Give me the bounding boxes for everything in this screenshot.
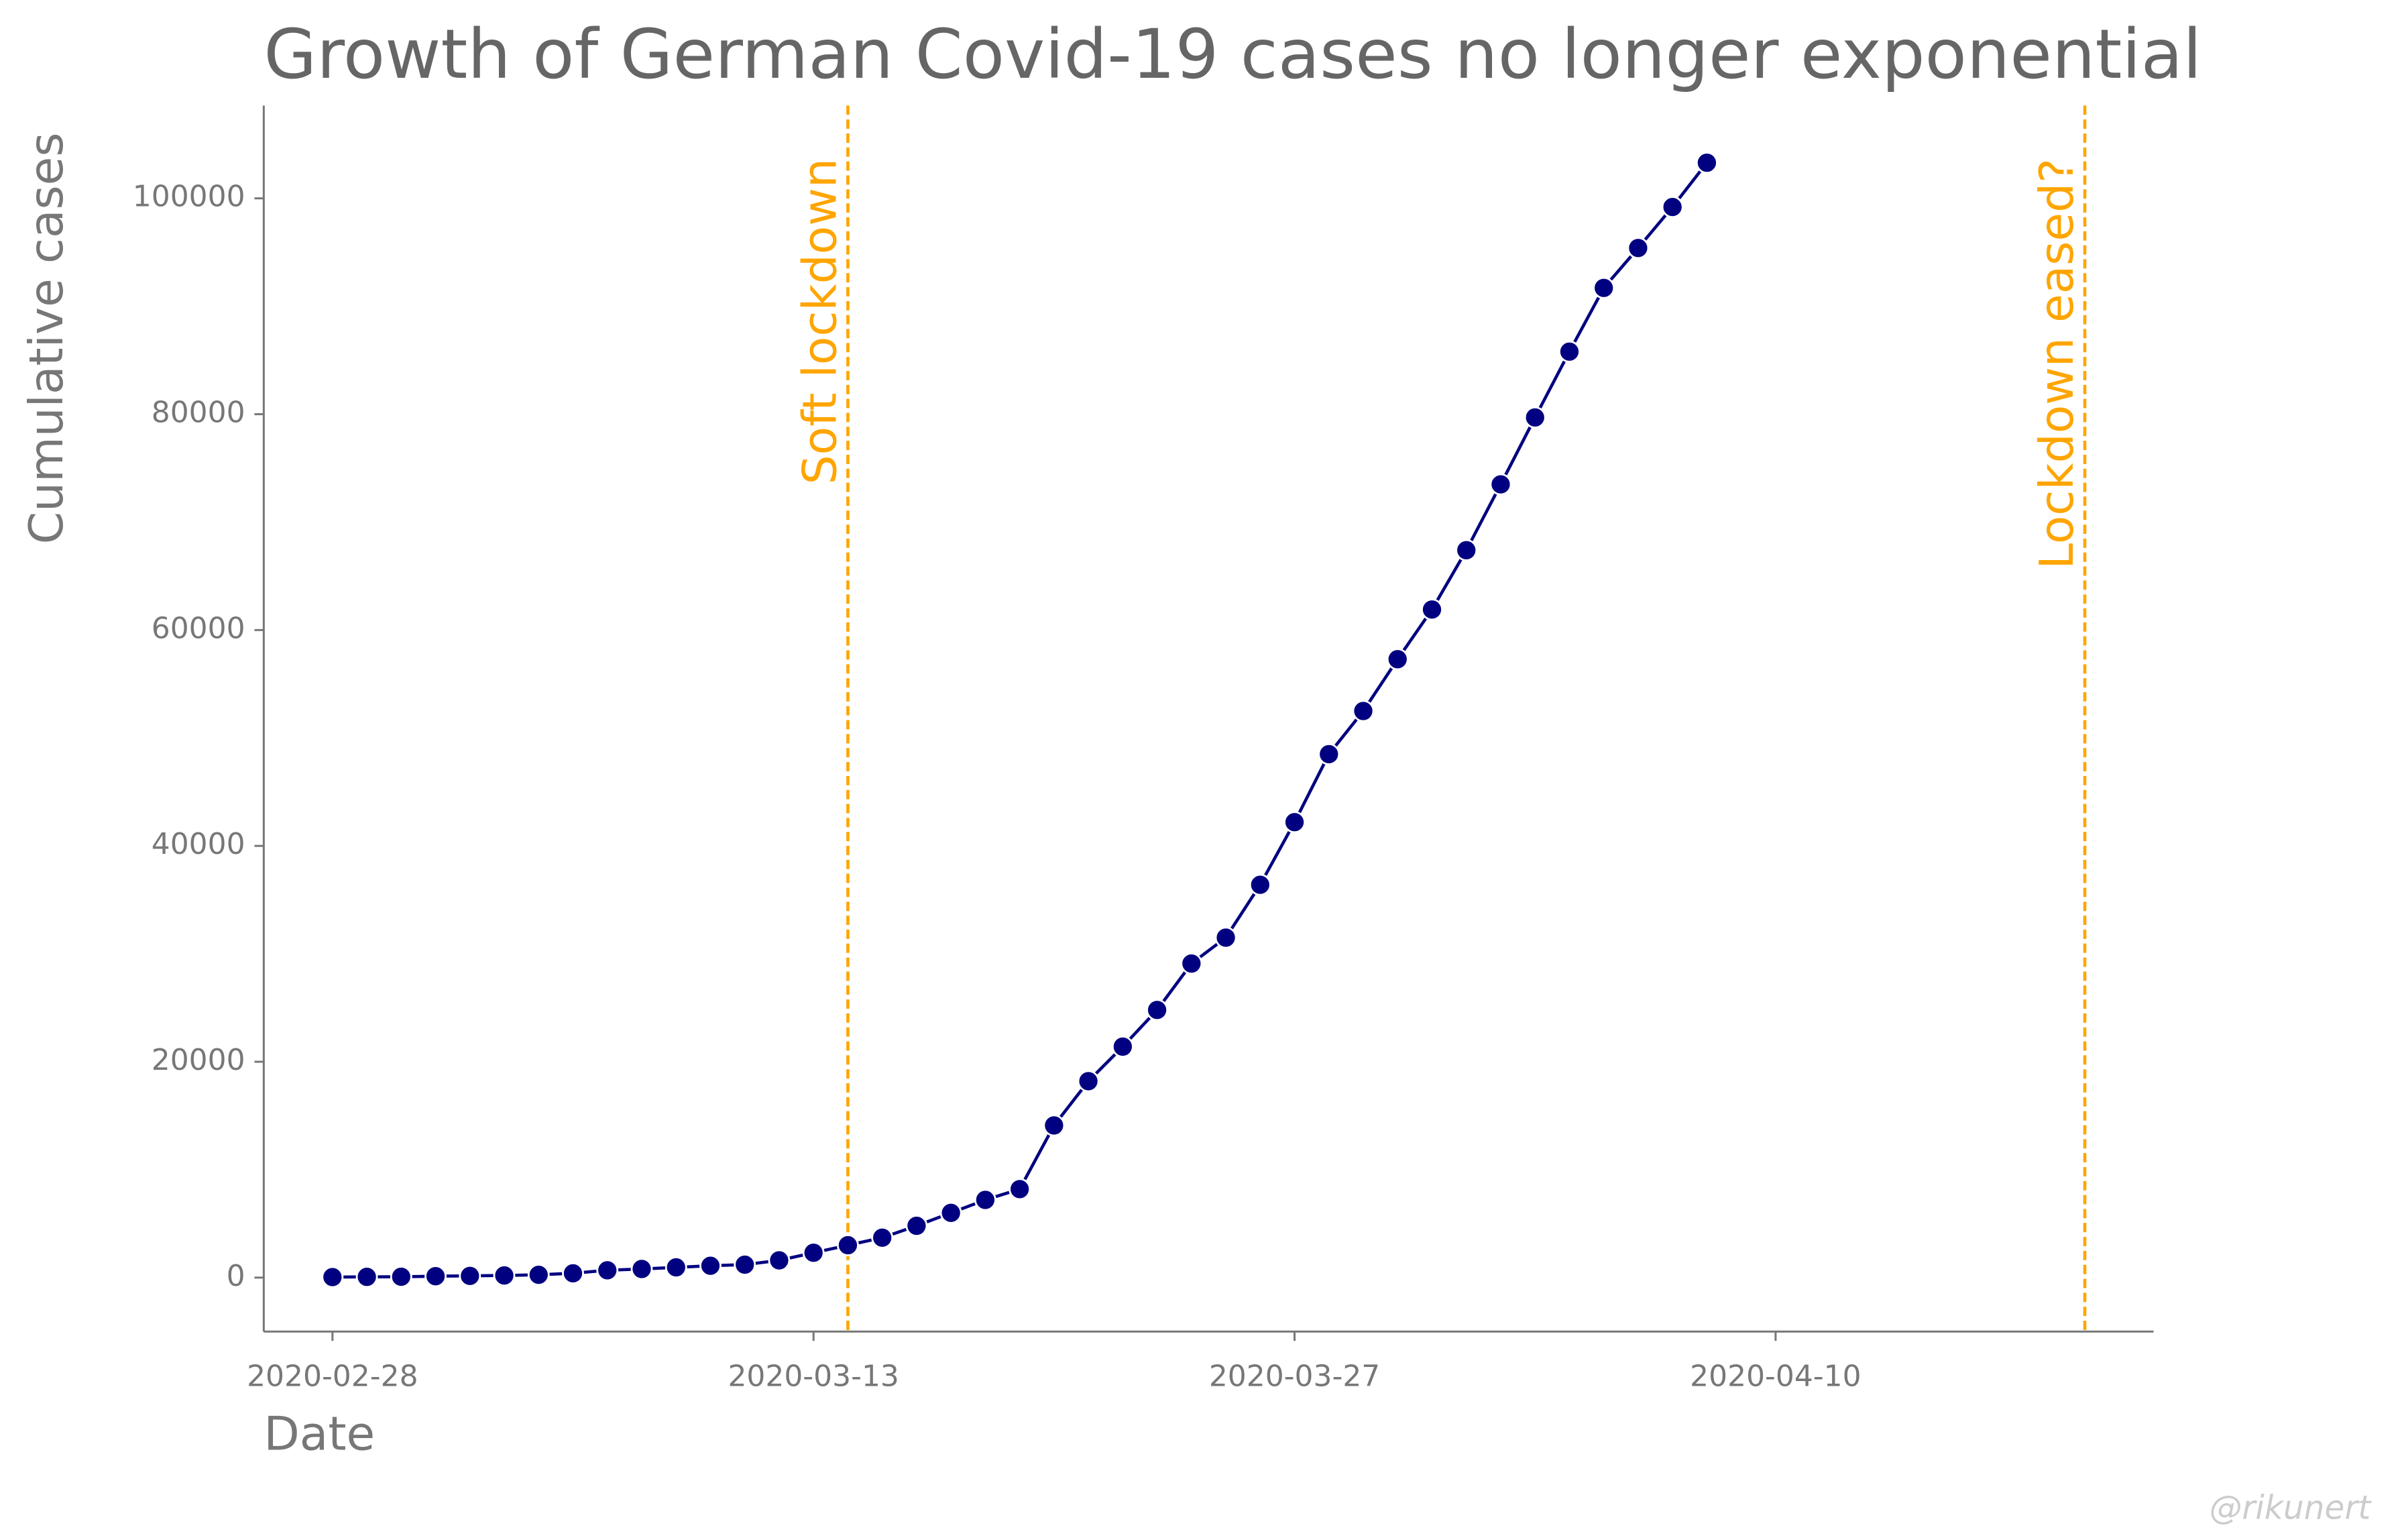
chart-title: Growth of German Covid-19 cases no longe… <box>264 15 2201 95</box>
data-point <box>1146 999 1169 1022</box>
data-point <box>1283 811 1306 834</box>
data-point <box>939 1201 962 1224</box>
x-tick-label: 2020-04-10 <box>1690 1360 1861 1394</box>
data-point <box>1214 926 1237 949</box>
data-point <box>630 1258 653 1280</box>
data-point <box>1627 237 1650 260</box>
data-point <box>1318 742 1340 765</box>
y-tick-label: 20000 <box>152 1043 245 1077</box>
data-point <box>1009 1178 1031 1201</box>
data-point <box>1661 196 1684 219</box>
data-point <box>1386 648 1409 671</box>
y-tick-label: 40000 <box>152 827 245 861</box>
data-point <box>1111 1036 1134 1058</box>
data-point <box>493 1264 516 1287</box>
data-point <box>1695 152 1718 174</box>
data-point <box>1558 340 1581 363</box>
y-tick-label: 100000 <box>133 180 245 214</box>
x-axis-label: Date <box>264 1408 375 1462</box>
data-point <box>836 1234 859 1256</box>
event-label: Soft lockdown <box>793 158 847 484</box>
y-tick-label: 80000 <box>152 396 245 430</box>
data-point <box>321 1266 344 1288</box>
data-point <box>1421 598 1443 621</box>
data-point <box>1524 406 1546 429</box>
data-point <box>1077 1070 1100 1093</box>
data-point <box>974 1189 996 1211</box>
data-point <box>905 1215 928 1237</box>
data-point <box>1455 539 1478 561</box>
data-point <box>1043 1114 1066 1137</box>
y-tick-label: 60000 <box>152 611 245 645</box>
data-point <box>1180 952 1203 975</box>
data-point <box>699 1254 722 1277</box>
data-point <box>596 1259 619 1282</box>
x-tick-label: 2020-03-13 <box>728 1360 899 1394</box>
data-point <box>665 1256 687 1278</box>
x-tick-label: 2020-02-28 <box>247 1360 418 1394</box>
data-point <box>562 1262 584 1284</box>
watermark: @rikunert <box>2210 1489 2372 1527</box>
data-point <box>871 1226 894 1249</box>
data-point <box>459 1264 481 1287</box>
event-label: Lockdown eased? <box>2030 158 2084 569</box>
y-axis-label: Cumulative cases <box>20 132 74 544</box>
series-line <box>332 162 1709 1279</box>
data-point <box>734 1254 756 1276</box>
data-point <box>768 1249 791 1272</box>
data-point <box>355 1266 378 1288</box>
data-point <box>1352 700 1375 722</box>
x-tick-label: 2020-03-27 <box>1209 1360 1380 1394</box>
data-point <box>1489 473 1512 496</box>
data-point <box>527 1264 550 1286</box>
data-point <box>1249 873 1271 896</box>
data-point <box>802 1242 825 1264</box>
data-point <box>1593 276 1615 299</box>
data-point <box>424 1265 447 1288</box>
data-point <box>390 1266 412 1288</box>
y-tick-label: 0 <box>227 1259 245 1293</box>
